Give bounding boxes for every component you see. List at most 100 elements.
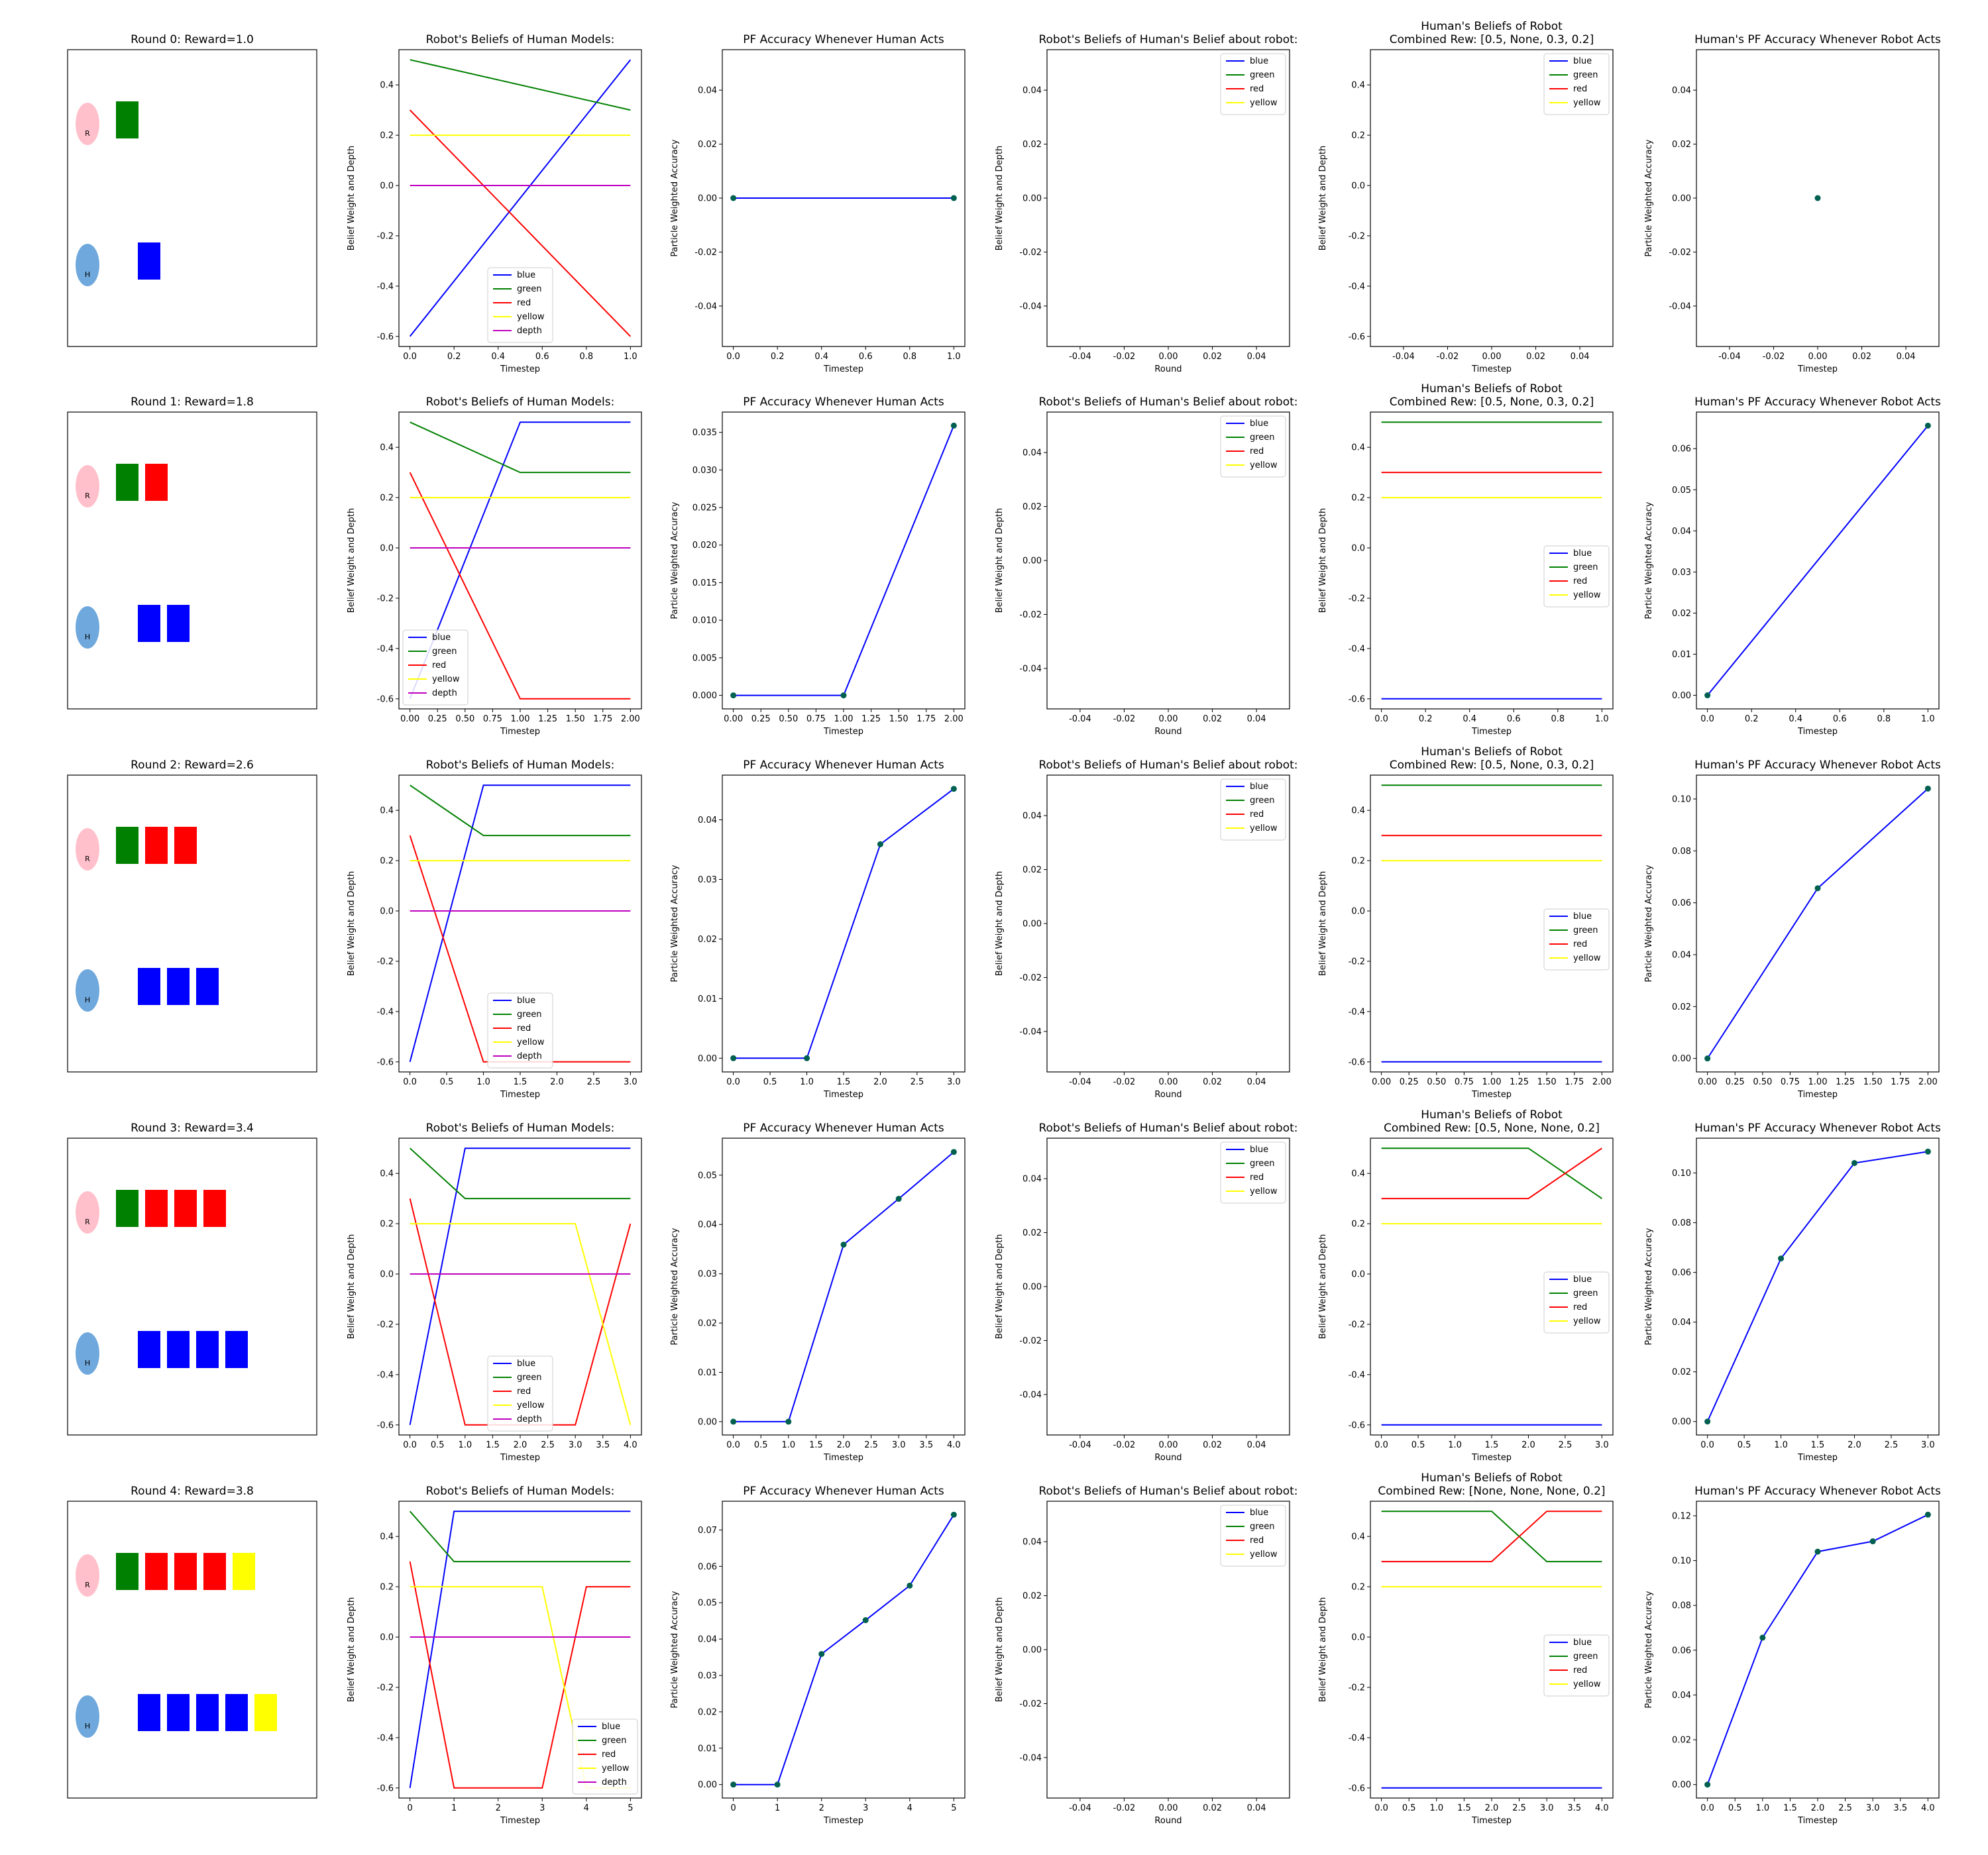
human-pf-ytick-label: 0.00 (1672, 194, 1691, 204)
human-beliefs-subtitle: Combined Rew: [None, None, None, 0.2] (1378, 1485, 1605, 1498)
robot-nested-ytick-label: 0.02 (1022, 140, 1042, 150)
pf-accuracy-point (818, 1651, 825, 1658)
robot-beliefs-xtick-label: 5 (628, 1803, 633, 1813)
pf-accuracy-xtick-label: 1.0 (800, 1077, 814, 1087)
human-pf-line (1706, 1151, 1928, 1422)
human-pf-xtick-label: 1.25 (1836, 1077, 1855, 1087)
legend-label-green: green (602, 1736, 627, 1746)
robot-beliefs-xtick-label: 1.5 (486, 1440, 500, 1450)
human-beliefs-xtick-label: 0.00 (1372, 1077, 1391, 1087)
human-pf-ytick-label: 0.08 (1672, 1601, 1691, 1611)
human-beliefs-xtick-label: 2.5 (1559, 1440, 1573, 1450)
legend-box (487, 992, 553, 1069)
pf-accuracy-xtick-label: 0.50 (779, 714, 798, 724)
pf-accuracy-panel: PF Accuracy Whenever Human Acts 0.00 0.25 0… (670, 396, 966, 737)
pf-accuracy-xtick-label: 0.5 (763, 1077, 777, 1087)
human-agent (76, 606, 99, 649)
human-beliefs-ylabel: Belief Weight and Depth (1318, 146, 1328, 250)
human-beliefs-ytick-label: -0.6 (1349, 1420, 1365, 1430)
robot-beliefs-line-green (410, 421, 631, 474)
robot-beliefs-line-green (409, 1147, 631, 1200)
human-pf-xlabel: Timestep (1797, 1816, 1838, 1826)
robot-beliefs-xtick-label: 0.6 (535, 352, 549, 362)
robot-beliefs-xtick-label: 2.5 (587, 1077, 601, 1087)
pf-accuracy-ytick-label: 0.030 (692, 466, 717, 476)
human-beliefs-xtick-label: 1.50 (1537, 1077, 1557, 1087)
pf-accuracy-ytick-label: 0.04 (698, 1635, 717, 1645)
legend-box (1220, 778, 1286, 841)
robot-block-green (116, 1190, 138, 1227)
robot-beliefs-xtick-label: 0.8 (579, 352, 593, 362)
pf-accuracy-xtick-label: 1.50 (889, 714, 909, 724)
robot-block-green (116, 464, 138, 501)
human-pf-xtick-label: 1.00 (1808, 1077, 1828, 1087)
robot-beliefs-ytick-label: -0.6 (377, 1057, 394, 1067)
pf-accuracy-ylabel: Particle Weighted Accuracy (670, 139, 680, 256)
human-beliefs-ytick-label: -0.2 (1349, 957, 1365, 967)
robot-beliefs-line-blue (409, 1147, 631, 1426)
human-beliefs-ytick-label: 0.2 (1351, 131, 1365, 141)
human-pf-xlabel: Timestep (1797, 364, 1838, 374)
robot-nested-xtick-label: 0.00 (1159, 1077, 1178, 1087)
legend-label-blue: blue (517, 996, 535, 1006)
robot-nested-ytick-label: -0.04 (1019, 301, 1042, 311)
human-beliefs-xtick-label: 1.0 (1595, 714, 1609, 724)
legend-label-blue: blue (432, 633, 451, 643)
human-pf-ytick-label: 0.04 (1672, 1318, 1691, 1328)
legend-label-depth: depth (517, 1414, 542, 1424)
sim-panel: Round 0: Reward=1.0 R H (67, 33, 317, 347)
human-beliefs-ytick-label: 0.4 (1351, 81, 1365, 91)
robot-label: R (85, 855, 90, 863)
pf-accuracy-panel: PF Accuracy Whenever Human Acts 0.0 0.5 1.0… (670, 759, 966, 1100)
legend-label-red: red (1573, 84, 1587, 94)
human-block-blue (138, 605, 160, 642)
human-pf-ylabel: Particle Weighted Accuracy (1644, 139, 1654, 256)
robot-nested-xtick-label: -0.04 (1069, 1077, 1091, 1087)
human-beliefs-ylabel: Belief Weight and Depth (1318, 871, 1328, 976)
sim-title: Round 1: Reward=1.8 (131, 396, 254, 409)
human-agent (76, 969, 99, 1012)
human-pf-point (1704, 692, 1711, 699)
human-pf-point (1759, 1634, 1766, 1641)
pf-accuracy-point (877, 841, 883, 847)
robot-nested-ytick-label: -0.04 (1019, 1027, 1042, 1037)
robot-nested-panel: Robot's Beliefs of Human's Belief about … (995, 1122, 1298, 1463)
human-pf-xtick-label: 2.0 (1811, 1803, 1825, 1813)
robot-beliefs-xtick-label: 1.00 (511, 714, 530, 724)
robot-nested-xlabel: Round (1154, 1816, 1182, 1826)
pf-accuracy-xtick-label: 2.5 (864, 1440, 878, 1450)
pf-accuracy-ytick-label: 0.04 (698, 816, 717, 825)
human-beliefs-xtick-label: -0.02 (1437, 352, 1459, 362)
legend-label-green: green (1573, 1289, 1598, 1298)
pf-accuracy-ytick-label: 0.02 (698, 1707, 717, 1717)
pf-accuracy-ytick-label: 0.07 (698, 1526, 717, 1536)
legend-box (1543, 908, 1610, 971)
human-pf-xtick-label: 0.0 (1700, 1803, 1714, 1813)
pf-accuracy-point (804, 1055, 810, 1061)
robot-beliefs-ylabel: Belief Weight and Depth (347, 871, 357, 976)
human-beliefs-ytick-label: -0.6 (1349, 694, 1365, 704)
legend-box (487, 267, 553, 343)
pf-accuracy-ytick-label: 0.05 (698, 1599, 717, 1609)
legend-label-green: green (1573, 562, 1598, 572)
robot-block-yellow (233, 1553, 255, 1590)
robot-label: R (85, 492, 90, 500)
robot-nested-title: Robot's Beliefs of Human's Belief about … (1038, 396, 1298, 409)
pf-accuracy-ytick-label: 0.005 (692, 653, 717, 663)
human-beliefs-ytick-label: -0.2 (1349, 594, 1365, 604)
human-pf-ytick-label: 0.03 (1672, 568, 1691, 578)
human-beliefs-xtick-label: 0.00 (1482, 352, 1502, 362)
pf-accuracy-axes-frame (722, 411, 966, 710)
human-block-blue (138, 242, 160, 280)
human-pf-xtick-label: 1.0 (1921, 714, 1935, 724)
robot-beliefs-ytick-label: -0.6 (377, 1420, 394, 1430)
legend-label-yellow: yellow (517, 1037, 545, 1047)
human-pf-ytick-label: 0.01 (1672, 650, 1691, 660)
human-beliefs-xtick-label: 0.04 (1571, 352, 1590, 362)
human-beliefs-xtick-label: 4.0 (1595, 1803, 1609, 1813)
human-pf-xtick-label: 0.25 (1726, 1077, 1745, 1087)
human-pf-title: Human's PF Accuracy Whenever Robot Acts (1694, 396, 1941, 409)
robot-agent (76, 465, 99, 507)
human-pf-point (1924, 422, 1931, 429)
robot-nested-ytick-label: 0.00 (1022, 556, 1042, 566)
